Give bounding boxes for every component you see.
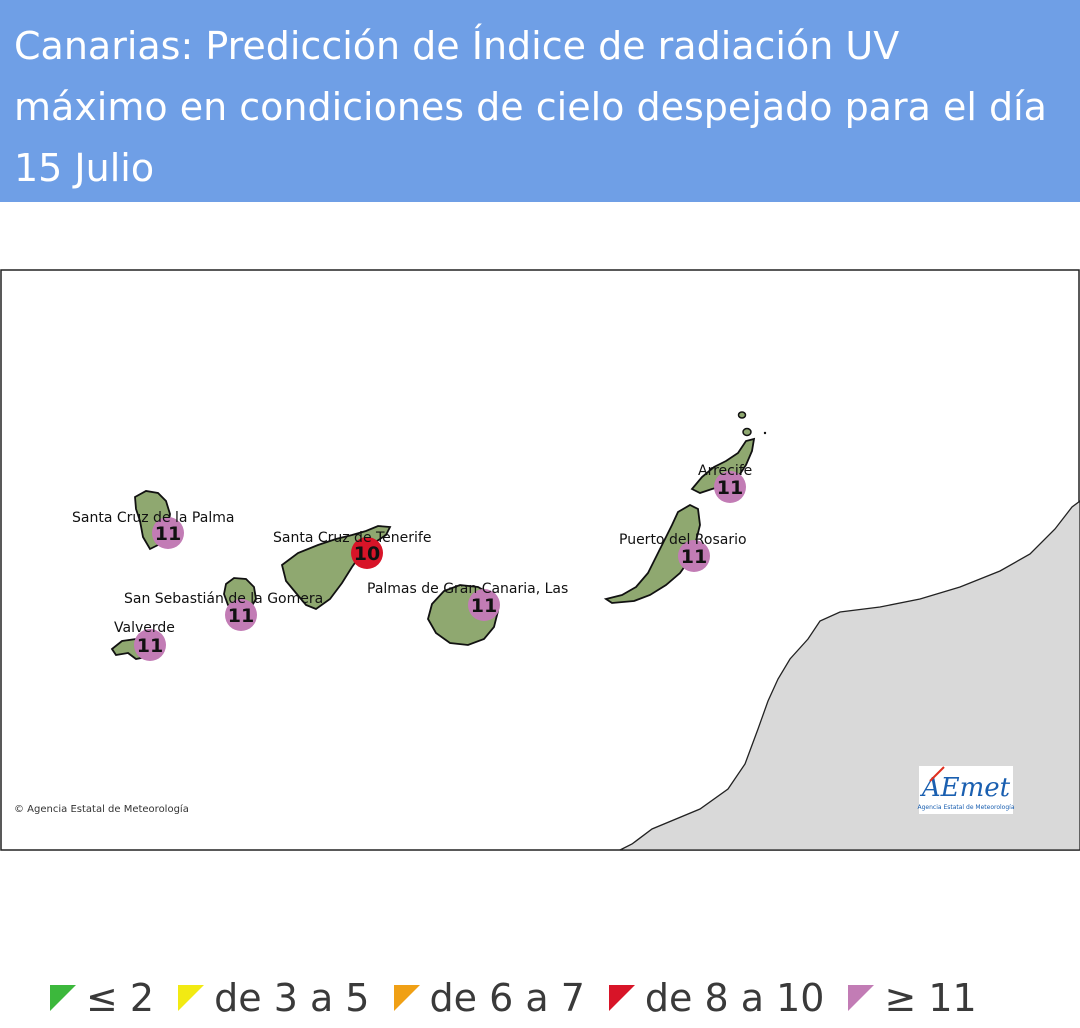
legend-swatch-yellow (178, 985, 205, 1011)
legend-label: de 8 a 10 (644, 976, 825, 1020)
legend-swatch-purple (848, 985, 875, 1011)
legend-label: ≤ 2 (86, 976, 155, 1020)
station-santa-cruz-de-tenerife: 10 Santa Cruz de Tenerife (273, 530, 431, 569)
legend-swatch-red (608, 985, 635, 1011)
logo-word: AEmet (920, 773, 1011, 803)
station-name: Valverde (114, 620, 175, 636)
legend-swatch-orange (393, 985, 420, 1011)
uv-marker (134, 629, 166, 661)
legend-item-3-5: de 3 a 5 (178, 976, 370, 1020)
station-valverde: 11 Valverde (114, 620, 175, 661)
station-palmas-de-gran-canaria: 11 Palmas de Gran Canaria, Las (367, 581, 568, 621)
station-arrecife: 11 Arrecife (698, 463, 752, 503)
uv-marker (351, 537, 383, 569)
island-fuerteventura (603, 503, 701, 604)
legend-item-8-10: de 8 a 10 (608, 976, 825, 1020)
title-banner: Canarias: Predicción de Índice de radiac… (0, 0, 1080, 202)
uv-legend: ≤ 2 de 3 a 5 de 6 a 7 de 8 a 10 ≥ 11 (50, 970, 1001, 1026)
uv-value: 11 (717, 477, 743, 499)
station-name: Palmas de Gran Canaria, Las (367, 581, 568, 597)
copyright-text: © Agencia Estatal de Meteorología (14, 803, 189, 815)
legend-label: de 6 a 7 (429, 976, 585, 1020)
islet-alegranza (737, 411, 747, 419)
uv-value: 11 (155, 523, 181, 545)
africa-coast (619, 500, 1080, 851)
legend-label: ≥ 11 (884, 976, 977, 1020)
uv-marker (714, 471, 746, 503)
uv-marker (152, 517, 184, 549)
station-name: San Sebastián de la Gomera (124, 591, 323, 607)
legend-swatch-green (50, 985, 76, 1011)
legend-item-ge11: ≥ 11 (848, 976, 977, 1020)
station-puerto-del-rosario: 11 Puerto del Rosario (619, 532, 747, 572)
uv-marker (225, 599, 257, 631)
station-santa-cruz-de-la-palma: 11 Santa Cruz de la Palma (72, 510, 234, 549)
uv-value: 11 (471, 595, 497, 617)
station-name: Arrecife (698, 463, 752, 479)
map-canvas: 11 Santa Cruz de la Palma 10 Santa Cruz … (0, 269, 1080, 851)
aemet-logo: AEmet Agencia Estatal de Meteorología (918, 766, 1015, 814)
station-name: Santa Cruz de Tenerife (273, 530, 431, 546)
logo-accent (929, 766, 945, 782)
uv-map: 11 Santa Cruz de la Palma 10 Santa Cruz … (0, 269, 1080, 852)
uv-marker (468, 589, 500, 621)
logo-caption: Agencia Estatal de Meteorología (918, 804, 1015, 811)
uv-value: 10 (354, 543, 380, 565)
uv-value: 11 (137, 635, 163, 657)
uv-value: 11 (228, 605, 254, 627)
uv-value: 11 (681, 546, 707, 568)
logo-background (919, 766, 1013, 814)
legend-label: de 3 a 5 (214, 976, 370, 1020)
station-san-sebastian-de-la-gomera: 11 San Sebastián de la Gomera (124, 591, 323, 631)
station-name: Puerto del Rosario (619, 532, 747, 548)
page-title: Canarias: Predicción de Índice de radiac… (14, 24, 1047, 190)
legend-item-le2: ≤ 2 (50, 976, 154, 1020)
station-name: Santa Cruz de la Palma (72, 510, 234, 526)
islet-roque (763, 431, 767, 435)
uv-marker (678, 540, 710, 572)
islet-la-graciosa (742, 427, 752, 437)
legend-item-6-7: de 6 a 7 (393, 976, 585, 1020)
